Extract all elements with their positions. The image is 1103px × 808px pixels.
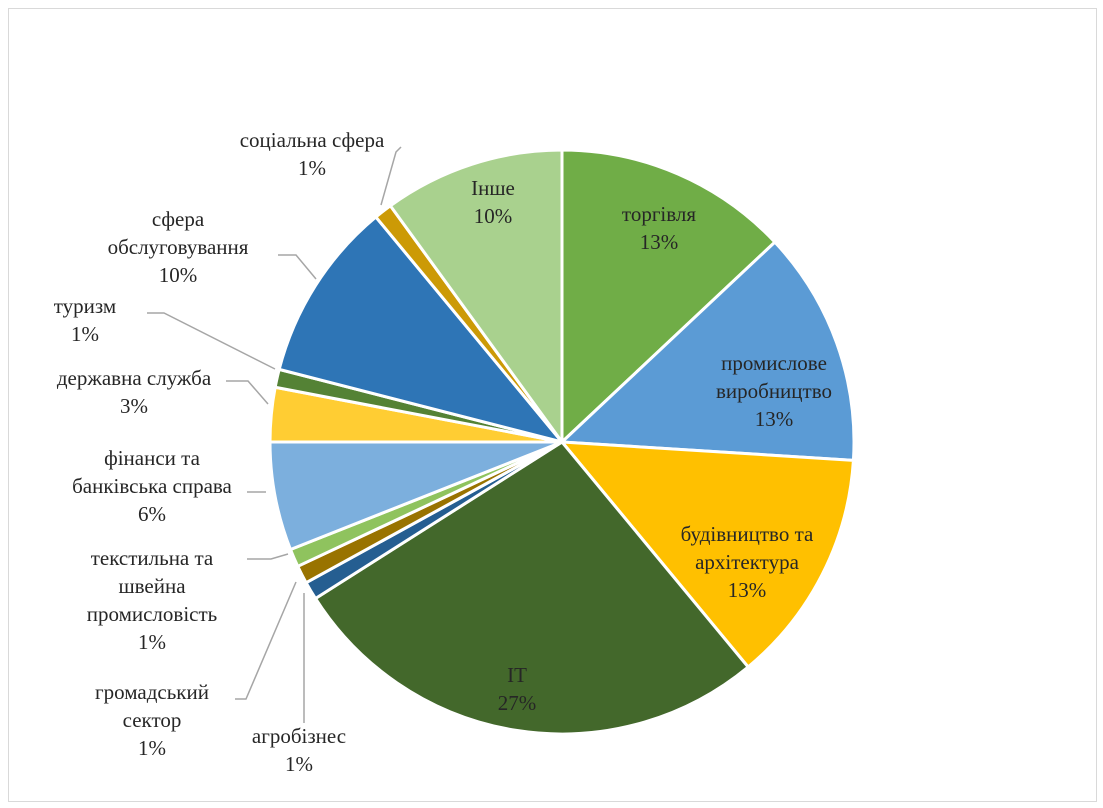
slice-percent: 13%	[640, 230, 679, 254]
slice-percent: 10%	[159, 263, 198, 287]
slice-label-line: промислове	[721, 351, 827, 375]
slice-label-line: архітектура	[695, 550, 799, 574]
slice-label-line: сфера	[152, 207, 205, 231]
pie-slice	[560, 240, 856, 462]
slice-label-line: громадський	[95, 680, 209, 704]
slices-layer	[268, 148, 856, 736]
slice-data-label: громадський сектор 1%	[95, 680, 209, 760]
slice-percent: 3%	[120, 394, 148, 418]
slice-data-label: будівництво та архітектура 13%	[681, 522, 814, 602]
slice-label-line: туризм	[54, 294, 116, 318]
pie-chart: торгівля 13%промислове виробництво 13%будів…	[54, 128, 856, 776]
slice-percent: 27%	[498, 691, 537, 715]
slice-percent: 1%	[298, 156, 326, 180]
slice-data-label: торгівля 13%	[622, 202, 696, 254]
slice-label-line: сектор	[123, 708, 182, 732]
slice-data-label: соціальна сфера 1%	[240, 128, 385, 180]
slice-label-line: виробництво	[716, 379, 832, 403]
data-labels-layer: торгівля 13%промислове виробництво 13%будів…	[54, 128, 832, 776]
slice-label-line: текстильна та	[91, 546, 214, 570]
slice-label-line: агробізнес	[252, 724, 346, 748]
slice-percent: 6%	[138, 502, 166, 526]
slice-data-label: текстильна та швейна промисловість 1%	[87, 546, 218, 654]
slice-data-label: туризм 1%	[54, 294, 116, 346]
slice-percent: 1%	[138, 736, 166, 760]
slice-percent: 1%	[71, 322, 99, 346]
leader-line	[247, 553, 289, 560]
slice-data-label: сфера обслуговування 10%	[108, 207, 249, 287]
slice-label-line: обслуговування	[108, 235, 249, 259]
slice-label-line: IT	[507, 663, 527, 687]
slice-label-line: банківська справа	[72, 474, 232, 498]
slice-data-label: промислове виробництво 13%	[716, 351, 832, 431]
chart-area: торгівля 13% промислове виробництво 13% будів…	[8, 8, 1097, 802]
slice-label-line: будівництво та	[681, 522, 814, 546]
slice-label-line: соціальна сфера	[240, 128, 385, 152]
pie-slice	[560, 440, 855, 669]
slice-data-label: державна служба 3%	[57, 366, 212, 418]
leader-line	[226, 380, 269, 405]
leader-line	[147, 312, 276, 370]
slice-label-line: фінанси та	[104, 446, 200, 470]
pie-slice	[560, 148, 777, 444]
slice-label-line: швейна	[118, 574, 186, 598]
leader-line	[380, 146, 402, 206]
slice-label-line: промисловість	[87, 602, 218, 626]
pie-slice	[313, 440, 750, 736]
leader-line	[278, 254, 317, 280]
slice-data-label: IT 27%	[498, 663, 537, 715]
slice-label-line: державна служба	[57, 366, 212, 390]
leader-lines-layer	[147, 146, 402, 723]
slice-data-label: фінанси та банківська справа 6%	[72, 446, 232, 526]
slice-data-label: Інше 10%	[471, 176, 515, 228]
slice-label-line: торгівля	[622, 202, 696, 226]
leader-line	[235, 581, 297, 700]
slice-percent: 1%	[138, 630, 166, 654]
slice-percent: 13%	[755, 407, 794, 431]
slice-label-line: Інше	[471, 176, 515, 200]
pie-slice	[277, 215, 564, 444]
slice-percent: 10%	[474, 204, 513, 228]
pie-slice	[388, 148, 564, 444]
slice-percent: 13%	[728, 578, 767, 602]
slice-percent: 1%	[285, 752, 313, 776]
slice-data-label: агробізнес 1%	[252, 724, 346, 776]
